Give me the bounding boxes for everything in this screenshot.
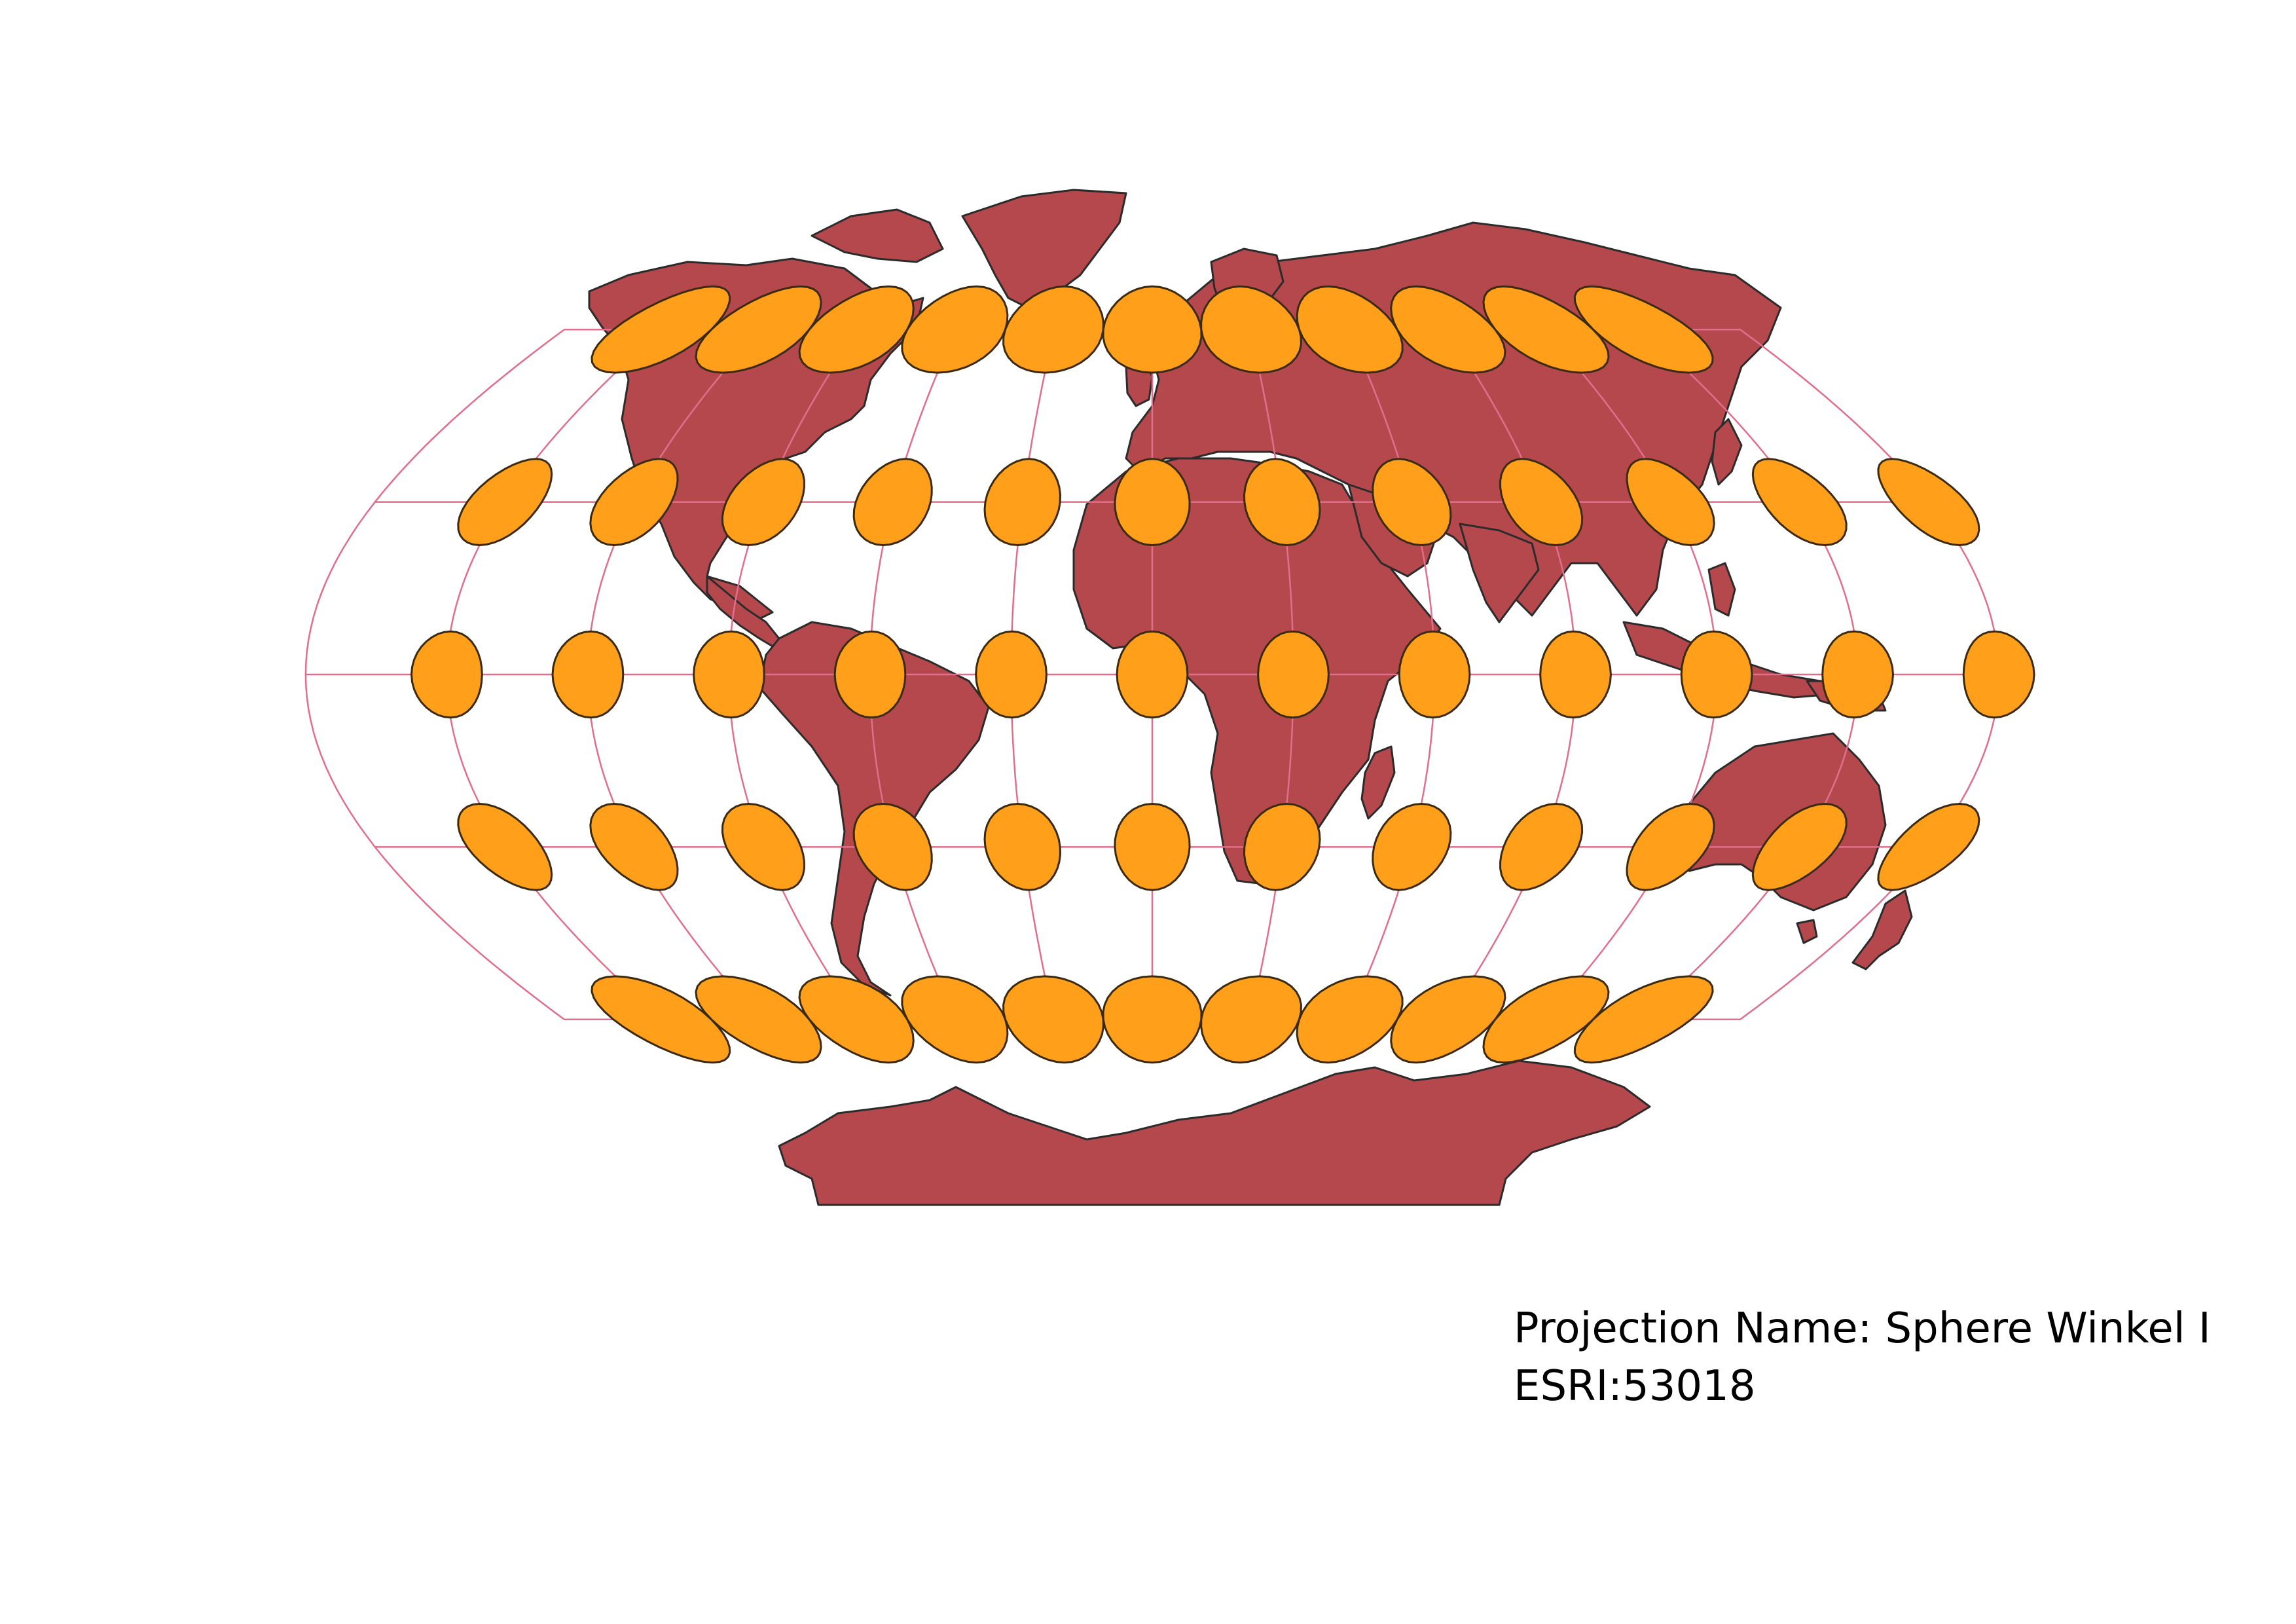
tissot-ellipse bbox=[1390, 975, 1506, 1064]
tissot-ellipse bbox=[1114, 458, 1191, 547]
tissot-ellipse bbox=[852, 458, 933, 547]
tissot-ellipse bbox=[721, 802, 805, 891]
land-philippines bbox=[1707, 562, 1736, 617]
tissot-ellipse bbox=[1626, 802, 1715, 891]
land-greenland bbox=[961, 189, 1127, 309]
tissot-ellipse bbox=[901, 975, 1009, 1064]
tissot-ellipse bbox=[1751, 458, 1848, 547]
tissot-ellipse bbox=[551, 630, 625, 719]
meridian-line bbox=[304, 329, 565, 1020]
tissot-ellipse bbox=[1821, 630, 1895, 719]
tissot-ellipse bbox=[1877, 458, 1980, 547]
tissot-ellipse bbox=[589, 458, 679, 547]
tissot-ellipse bbox=[1296, 285, 1404, 374]
tissot-ellipse bbox=[1390, 285, 1506, 374]
tissot-ellipse bbox=[1626, 458, 1715, 547]
tissot-ellipse bbox=[1372, 458, 1452, 547]
tissot-ellipse bbox=[457, 802, 553, 891]
tissot-ellipse bbox=[833, 630, 907, 719]
tissot-ellipse bbox=[983, 802, 1062, 891]
tissot-ellipse bbox=[901, 285, 1009, 374]
tissot-ellipse bbox=[1482, 285, 1610, 374]
land-madagascar bbox=[1360, 745, 1396, 820]
tissot-ellipse bbox=[1877, 802, 1980, 891]
land-antarctica bbox=[778, 1060, 1651, 1206]
tissot-ellipse bbox=[1002, 975, 1104, 1064]
tissot-indicatrix bbox=[410, 285, 2035, 1064]
tissot-ellipse bbox=[693, 630, 765, 719]
tissot-ellipse bbox=[1573, 285, 1714, 374]
tissot-ellipse bbox=[1680, 630, 1753, 719]
land-japan bbox=[1711, 418, 1743, 486]
land-new-zealand bbox=[1851, 889, 1913, 970]
tissot-ellipse bbox=[1573, 975, 1714, 1064]
tissot-ellipse bbox=[1200, 975, 1302, 1064]
tissot-ellipse bbox=[591, 285, 731, 374]
tissot-ellipse bbox=[1200, 285, 1302, 374]
tissot-ellipse bbox=[695, 285, 822, 374]
tissot-ellipse bbox=[1296, 975, 1404, 1064]
tissot-ellipse bbox=[975, 630, 1048, 719]
map-caption: Projection Name: Sphere Winkel I ESRI:53… bbox=[1514, 1300, 2211, 1416]
tissot-ellipse bbox=[852, 802, 933, 891]
tissot-ellipse bbox=[1102, 285, 1203, 374]
tissot-ellipse bbox=[1002, 285, 1104, 374]
tissot-ellipse bbox=[1243, 458, 1321, 547]
tissot-ellipse bbox=[1243, 802, 1321, 891]
tissot-ellipse bbox=[1372, 802, 1452, 891]
tissot-ellipse bbox=[695, 975, 822, 1064]
tissot-ellipse bbox=[1482, 975, 1610, 1064]
tissot-ellipse bbox=[798, 975, 915, 1064]
tissot-ellipse bbox=[457, 458, 553, 547]
tissot-ellipse bbox=[1257, 630, 1330, 719]
tissot-ellipse bbox=[983, 458, 1062, 547]
tissot-ellipse bbox=[1398, 630, 1471, 719]
tissot-ellipse bbox=[721, 458, 805, 547]
projection-name-label: Projection Name: Sphere Winkel I bbox=[1514, 1304, 2211, 1353]
tissot-ellipse bbox=[1539, 630, 1612, 719]
tissot-ellipse bbox=[410, 630, 483, 719]
tissot-ellipse bbox=[798, 285, 915, 374]
land-arctic-islands bbox=[811, 208, 944, 263]
tissot-ellipse bbox=[1499, 802, 1584, 891]
tissot-ellipse bbox=[591, 975, 731, 1064]
land-tasmania bbox=[1796, 919, 1818, 944]
tissot-ellipse bbox=[1499, 458, 1584, 547]
tissot-ellipse bbox=[1114, 802, 1191, 891]
land-india bbox=[1459, 523, 1540, 623]
tissot-ellipse bbox=[1962, 630, 2035, 719]
tissot-ellipse bbox=[1751, 802, 1848, 891]
tissot-ellipse bbox=[589, 802, 679, 891]
crs-code-label: ESRI:53018 bbox=[1514, 1362, 1756, 1411]
tissot-ellipse bbox=[1116, 630, 1189, 719]
tissot-ellipse bbox=[1102, 975, 1203, 1064]
